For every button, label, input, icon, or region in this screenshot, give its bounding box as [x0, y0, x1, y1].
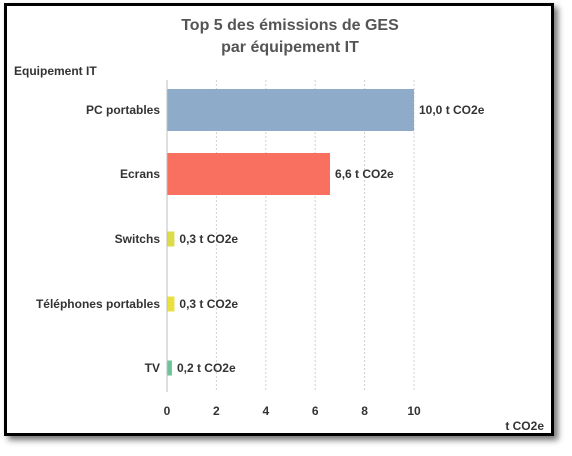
- category-label: Switchs: [115, 232, 161, 246]
- chart-title-line-2: par équipement IT: [221, 39, 359, 56]
- gridlines: [215, 80, 415, 392]
- data-label: 6,6 t CO2e: [335, 167, 394, 181]
- bar: [167, 231, 175, 247]
- data-label: 0,2 t CO2e: [177, 361, 236, 375]
- bar: [167, 360, 172, 376]
- category-label: PC portables: [86, 103, 160, 117]
- bar: [167, 296, 175, 312]
- category-label: TV: [145, 361, 160, 375]
- bars: [166, 80, 414, 392]
- bar: [167, 89, 414, 131]
- category-label: Téléphones portables: [36, 297, 160, 311]
- chart-frame: [4, 3, 554, 436]
- data-label: 0,3 t CO2e: [179, 232, 238, 246]
- x-tick-label: 8: [361, 404, 368, 418]
- labels: 0 2 4 6 8 10 PC portables 10,0 t CO2e Ecrans 6,6 …: [36, 103, 485, 418]
- y-axis-title: Equipement IT: [14, 64, 97, 78]
- x-tick-label: 0: [164, 404, 171, 418]
- x-axis-title: t CO2e: [505, 419, 544, 433]
- chart-title-line-1: Top 5 des émissions de GES: [181, 17, 399, 34]
- x-tick-label: 2: [213, 404, 220, 418]
- bar: [167, 153, 331, 195]
- category-label: Ecrans: [120, 167, 160, 181]
- data-label: 0,3 t CO2e: [179, 297, 238, 311]
- x-tick-label: 4: [262, 404, 269, 418]
- x-tick-label: 10: [407, 404, 421, 418]
- x-tick-label: 6: [312, 404, 319, 418]
- data-label: 10,0 t CO2e: [419, 103, 485, 117]
